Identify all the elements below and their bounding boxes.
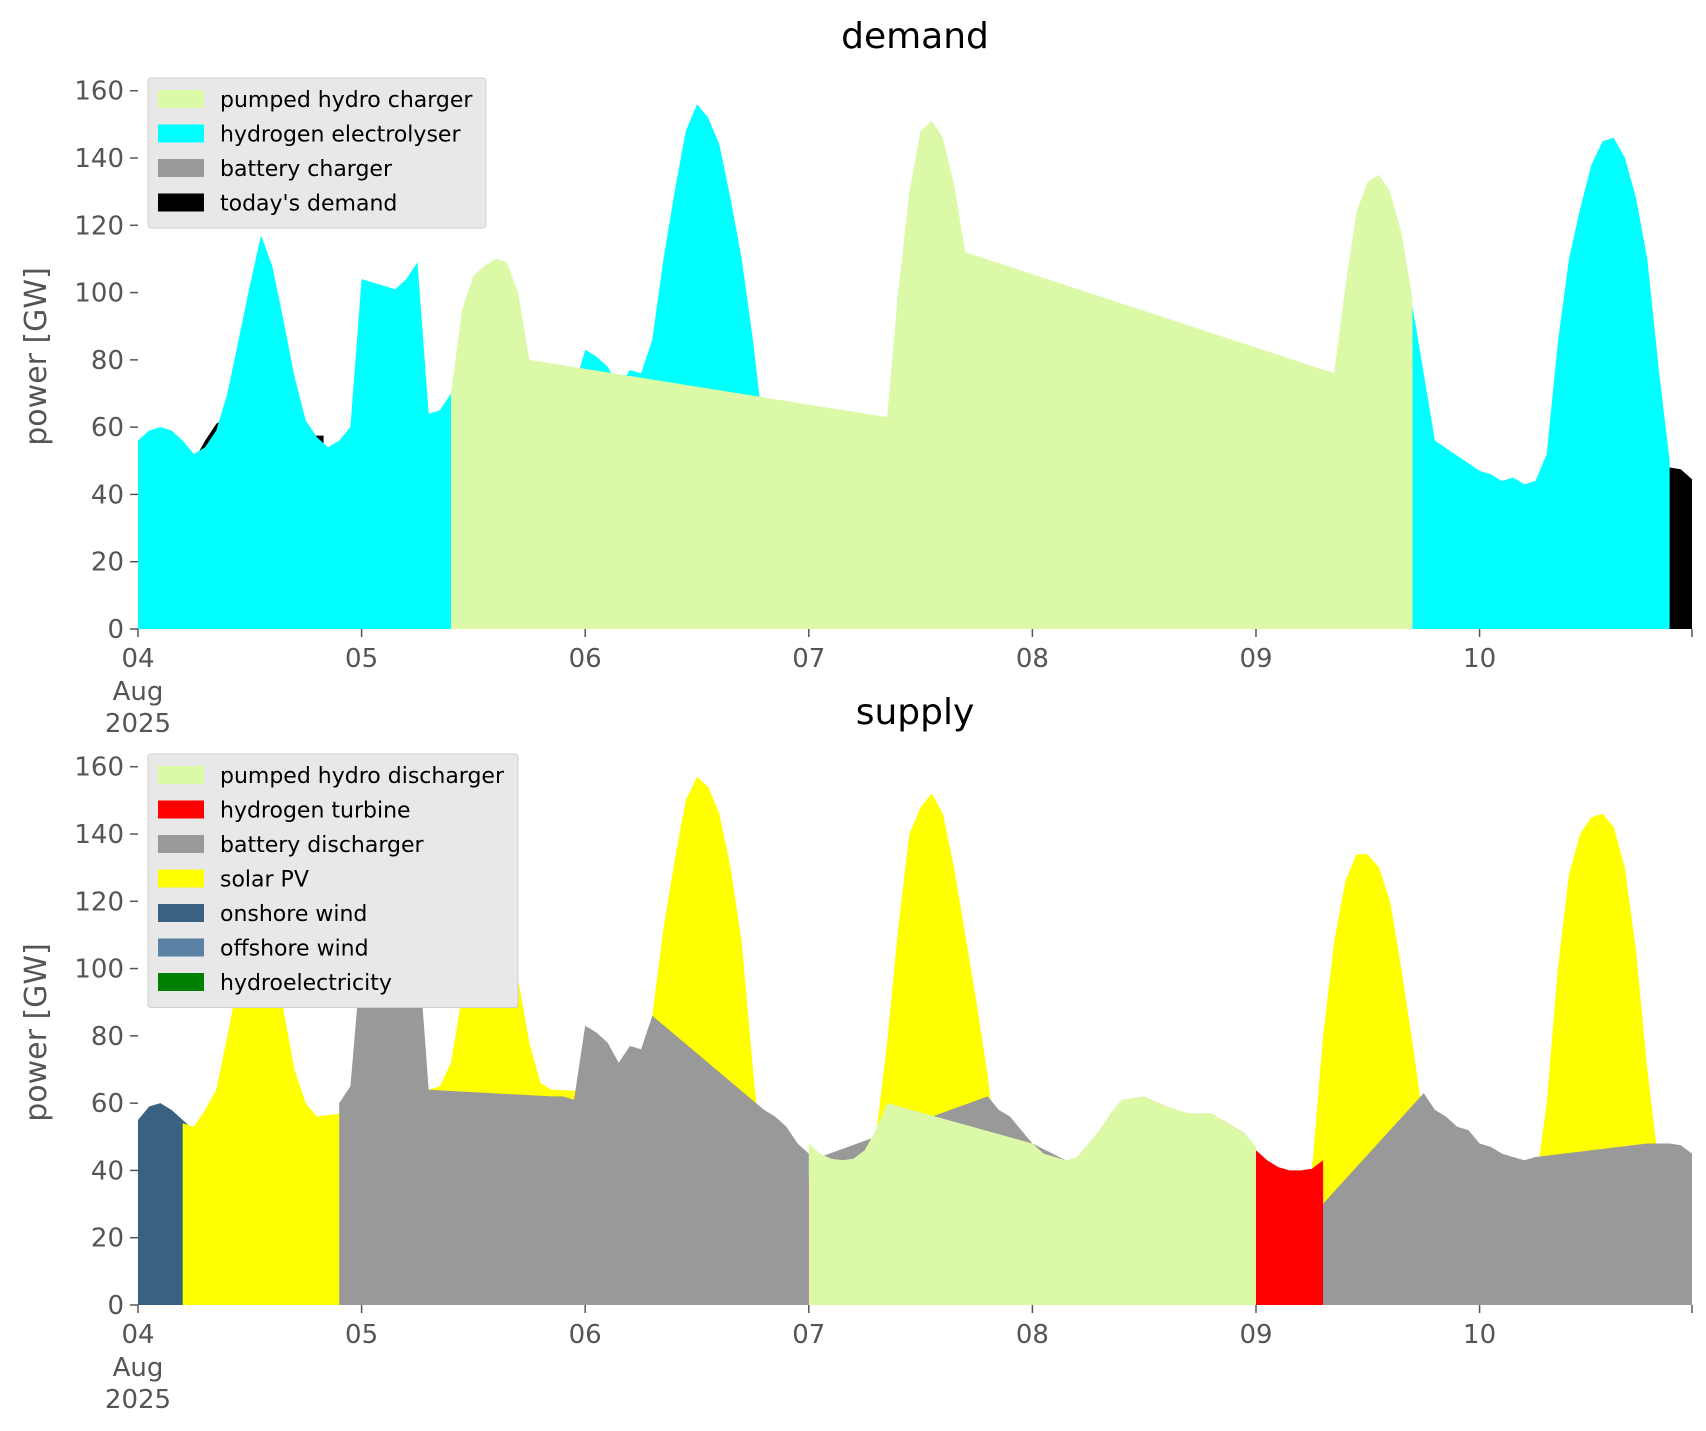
x-tick-label: 07 [792, 644, 825, 674]
legend: pumped hydro charger hydrogen electrolyse… [147, 77, 487, 229]
x-tick-label: 06 [569, 1320, 602, 1350]
x-tick-label: 08 [1016, 644, 1049, 674]
x-tick-sublabel: 2025 [105, 709, 171, 739]
y-axis: 0 20 40 60 80 100 120 140 160 [74, 77, 138, 645]
legend-label: offshore wind [220, 937, 369, 962]
x-tick-label: 07 [792, 1320, 825, 1350]
y-axis-label: power [GW] [19, 943, 54, 1122]
y-tick-label: 160 [74, 753, 124, 783]
chart-title: supply [856, 692, 975, 733]
y-tick-label: 160 [74, 77, 124, 107]
x-tick-label: 10 [1463, 644, 1496, 674]
x-tick-label: 05 [345, 1320, 378, 1350]
legend-box [147, 753, 519, 1008]
y-tick-label: 20 [91, 1224, 124, 1254]
legend-swatch [158, 159, 204, 177]
y-tick-label: 60 [91, 413, 124, 443]
y-tick-label: 120 [74, 211, 124, 241]
y-axis-label: power [GW] [19, 267, 54, 446]
legend-swatch [158, 869, 204, 888]
y-tick-label: 100 [74, 955, 124, 985]
legend-label: pumped hydro charger [220, 88, 473, 113]
series-area-battery-discharger [339, 938, 1693, 1305]
x-tick-label: 05 [345, 644, 378, 674]
legend-label: pumped hydro discharger [220, 764, 505, 789]
legend-swatch [158, 938, 204, 957]
series-area-pumped-hydro-discharger [808, 1096, 1256, 1305]
y-tick-label: 40 [91, 1156, 124, 1186]
x-tick-sublabel: 2025 [105, 1385, 171, 1415]
legend-swatch [158, 835, 204, 853]
x-tick-label: 08 [1016, 1320, 1049, 1350]
legend-label: today's demand [220, 192, 397, 217]
y-tick-label: 20 [91, 548, 124, 578]
legend-label: solar PV [220, 868, 309, 893]
x-tick-sublabel: Aug [113, 677, 164, 707]
legend-swatch [158, 124, 204, 143]
chart-title: demand [841, 16, 989, 57]
legend-swatch [158, 90, 204, 108]
y-tick-label: 0 [107, 615, 124, 645]
legend-box [147, 77, 487, 229]
legend-label: onshore wind [220, 902, 367, 927]
y-tick-label: 140 [74, 144, 124, 174]
legend-label: hydrogen turbine [220, 799, 411, 824]
y-tick-label: 0 [107, 1291, 124, 1321]
y-tick-label: 80 [91, 1022, 124, 1052]
legend-label: battery discharger [220, 833, 425, 858]
x-tick-label: 04 [121, 1320, 154, 1350]
legend-label: hydrogen electrolyser [220, 123, 461, 148]
x-tick-label: 06 [569, 644, 602, 674]
legend-swatch [158, 766, 204, 784]
y-tick-label: 140 [74, 820, 124, 850]
x-tick-label: 09 [1239, 644, 1272, 674]
legend-label: battery charger [220, 157, 393, 182]
x-tick-label: 04 [121, 644, 154, 674]
x-tick-label: 09 [1239, 1320, 1272, 1350]
legend-swatch [158, 904, 204, 922]
y-tick-label: 120 [74, 887, 124, 917]
series-area-pumped-hydro-charger [451, 121, 1413, 629]
legend-swatch [158, 973, 204, 991]
y-tick-label: 60 [91, 1089, 124, 1119]
x-tick-label: 10 [1463, 1320, 1496, 1350]
legend-swatch [158, 193, 204, 212]
legend-label: hydroelectricity [220, 971, 392, 996]
y-tick-label: 80 [91, 346, 124, 376]
y-tick-label: 40 [91, 480, 124, 510]
y-axis: 0 20 40 60 80 100 120 140 160 [74, 753, 138, 1321]
x-tick-sublabel: Aug [113, 1353, 164, 1383]
y-tick-label: 100 [74, 279, 124, 309]
legend: pumped hydro discharger hydrogen turbine b… [147, 753, 519, 1008]
legend-swatch [158, 800, 204, 819]
